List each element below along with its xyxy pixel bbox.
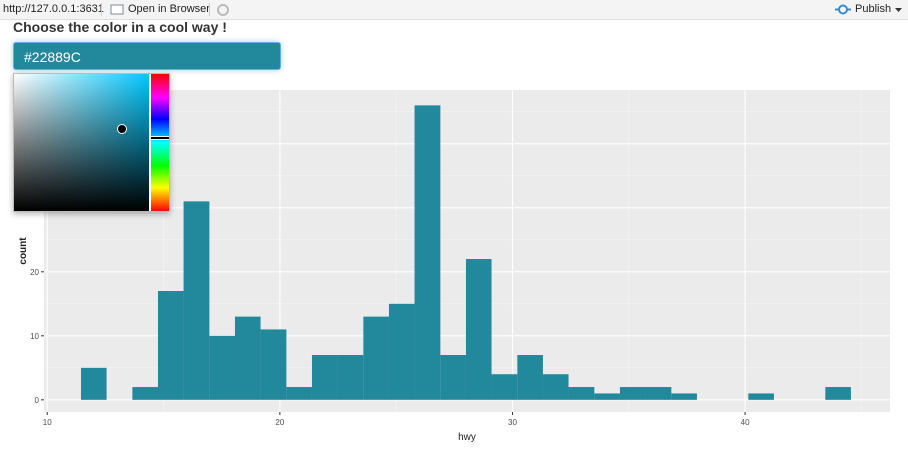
x-tick-label: 30: [508, 418, 517, 427]
y-tick-label: 20: [30, 268, 39, 277]
bar: [645, 387, 672, 400]
bar: [465, 259, 492, 400]
open-in-browser-button[interactable]: Open in Browser: [128, 3, 210, 15]
bar: [671, 393, 697, 400]
color-picker[interactable]: [13, 73, 170, 212]
bar: [594, 393, 620, 400]
bar: [311, 355, 338, 400]
bar: [363, 316, 389, 400]
y-axis-title: count: [18, 237, 29, 265]
bar: [517, 355, 543, 400]
x-axis-title: hwy: [458, 432, 476, 443]
open-icon: [110, 4, 124, 15]
publish-button[interactable]: Publish: [855, 3, 892, 15]
bar: [183, 201, 210, 400]
color-input[interactable]: #22889C: [13, 42, 281, 70]
app-title: Choose the color in a cool way !: [13, 19, 227, 35]
y-tick-label: 10: [30, 332, 39, 341]
picker-cursor[interactable]: [117, 124, 127, 134]
y-tick-label: 0: [35, 396, 40, 405]
publish-icon: [835, 4, 851, 15]
refresh-icon[interactable]: [216, 3, 230, 17]
bar: [414, 105, 441, 400]
x-tick-label: 10: [43, 418, 52, 427]
toolbar: http://127.0.0.1:3631 Open in Browser Pu…: [0, 0, 908, 20]
dropdown-arrow[interactable]: [895, 8, 902, 13]
bar: [132, 387, 158, 400]
bar: [80, 367, 107, 400]
hue-slider[interactable]: [151, 74, 169, 211]
bar: [209, 335, 235, 400]
separator: [101, 3, 102, 16]
hue-cursor[interactable]: [151, 136, 169, 140]
bar: [568, 387, 595, 400]
bar: [234, 316, 261, 400]
bar: [825, 387, 851, 400]
bar: [619, 387, 646, 400]
bar: [260, 329, 287, 400]
bar: [157, 291, 184, 400]
bar: [337, 355, 364, 400]
bar: [388, 303, 415, 400]
bar: [542, 374, 569, 400]
bar: [748, 393, 774, 400]
bar: [286, 387, 312, 400]
saturation-area[interactable]: [14, 74, 149, 211]
x-tick-label: 20: [275, 418, 284, 427]
separator: [209, 3, 210, 16]
x-tick-label: 40: [741, 418, 750, 427]
url: http://127.0.0.1:3631: [3, 3, 104, 15]
bar: [440, 355, 466, 400]
bar: [491, 374, 518, 400]
